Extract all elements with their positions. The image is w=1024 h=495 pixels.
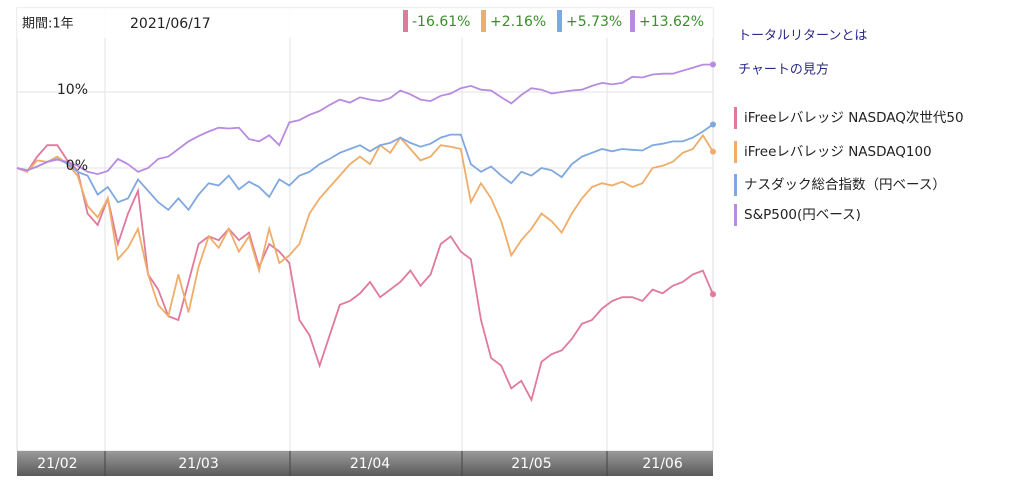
- month-dividers: [104, 8, 608, 451]
- legend-label: ナスダック総合指数（円ベース）: [744, 177, 946, 193]
- end-point: [710, 121, 716, 128]
- return-label: -16.61%: [412, 14, 470, 30]
- end-point: [710, 61, 716, 68]
- period-label: 期間:1年: [22, 17, 74, 32]
- series-line: [16, 63, 714, 176]
- header-bg: [17, 8, 713, 38]
- lines: [16, 61, 716, 403]
- return-chip: [630, 10, 635, 32]
- legend-swatch: [734, 204, 737, 226]
- x-tick-label: 21/05: [511, 456, 551, 472]
- legend-swatch: [734, 107, 737, 129]
- y-tick-label: 0%: [66, 158, 88, 174]
- return-chip: [403, 10, 408, 32]
- end-point: [710, 291, 716, 298]
- legend-swatch: [734, 174, 737, 196]
- return-chip: [481, 10, 486, 32]
- legend-label: S&P500(円ベース): [744, 207, 861, 223]
- legend-label: iFreeレバレッジ NASDAQ次世代50: [744, 110, 964, 126]
- link[interactable]: トータルリターンとは: [738, 29, 867, 44]
- overlay: 0% 10% 21/02 21/03 21/04 21/05 21/06 -16.61% +2.…: [37, 10, 704, 472]
- series-line: [16, 144, 714, 403]
- date-strip: [17, 451, 713, 476]
- series-line: [16, 133, 714, 319]
- return-label: +2.16%: [490, 14, 546, 30]
- end-point: [710, 148, 716, 155]
- x-tick-label: 21/06: [642, 456, 682, 472]
- plot-area: [16, 7, 714, 452]
- legend-label: iFreeレバレッジ NASDAQ100: [744, 144, 932, 160]
- link[interactable]: チャートの見方: [738, 62, 829, 78]
- y-tick-label: 10%: [57, 82, 88, 98]
- x-tick-label: 21/02: [37, 456, 77, 472]
- return-label: +13.62%: [639, 14, 704, 30]
- x-tick-label: 21/03: [178, 456, 218, 472]
- return-chip: [557, 10, 562, 32]
- x-tick-label: 21/04: [350, 456, 390, 472]
- return-label: +5.73%: [566, 14, 622, 30]
- legend-swatch: [734, 141, 737, 163]
- strip-dividers: [104, 451, 608, 476]
- series-line: [16, 123, 714, 212]
- date-label: 2021/06/17: [130, 16, 211, 32]
